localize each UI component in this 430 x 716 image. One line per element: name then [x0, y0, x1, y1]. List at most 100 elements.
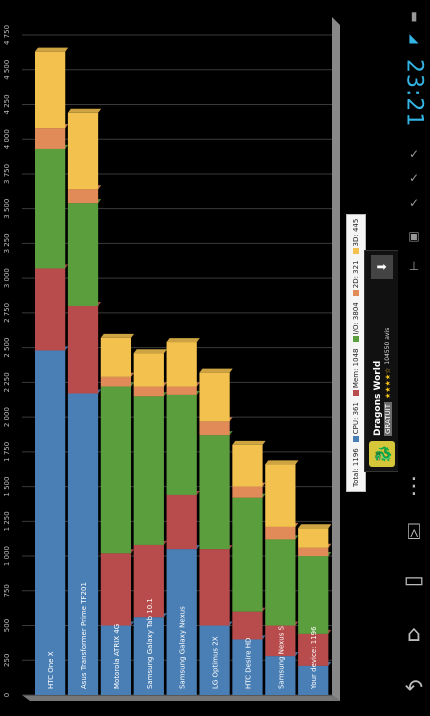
benchmark-chart: 0 250 500 750 1 000 1 250 1 500 1 750 2 000 2 250…: [3, 15, 340, 701]
bar-segment-3d: [35, 51, 66, 129]
y-tick-label: 3 000: [3, 268, 11, 288]
ad-reviews: 104550 avis: [384, 327, 391, 365]
bar-segment-bevel: [133, 349, 167, 354]
category-label: Samsung Galaxy Tab 10.1: [146, 598, 154, 689]
bar-segment-2d: [166, 386, 197, 395]
bar-segment-bevel: [35, 47, 69, 52]
y-tick-label: 1 750: [3, 442, 11, 462]
legend-label: 2D: 321: [352, 260, 360, 289]
y-tick-label: 4 250: [3, 94, 11, 114]
bar-segment-cpu: [199, 625, 230, 695]
bar-segment-mem: [100, 553, 132, 626]
category-label: Motorola ATRIX 4G: [113, 624, 121, 689]
bar-segment-io: [166, 394, 197, 495]
plot-right-wall: [332, 17, 340, 701]
bar-segment-bevel: [100, 333, 135, 338]
bar-segment-bevel: [265, 460, 299, 465]
bar-segment-2d: [67, 189, 99, 204]
bar-segment-3d: [133, 353, 164, 387]
ad-title: Dragons World: [372, 360, 383, 436]
bar-segment-3d: [232, 444, 263, 487]
bar-segment-2d: [232, 486, 263, 498]
y-tick-label: 1 500: [3, 477, 11, 497]
ad-banner[interactable]: 🐉 Dragons World GRATUIT ★★★★☆ 104550 avi…: [364, 250, 400, 472]
bar-segment-mem: [298, 633, 329, 666]
legend-item: I/O: 3804: [352, 302, 360, 343]
bar-segment-2d: [100, 376, 132, 387]
notification-icon-2: ✓: [408, 171, 420, 185]
bar-segment-cpu: [67, 393, 99, 695]
bar-segment-cpu: [133, 617, 164, 695]
category-label: Samsung Galaxy Nexus: [179, 606, 187, 689]
plot-floor: [22, 695, 340, 701]
screenshot-icon[interactable]: ⍓: [407, 519, 421, 545]
y-tick-label: 2 750: [3, 303, 11, 323]
wifi-icon: ◣: [409, 31, 419, 45]
y-tick-label: 2 250: [3, 372, 11, 392]
recents-icon[interactable]: ▭: [403, 567, 425, 593]
y-tick-label: 2 000: [3, 407, 11, 427]
category-label: Samsung Nexus S: [277, 625, 285, 689]
y-tick-label: 3 750: [3, 164, 11, 184]
bar-segment-mem: [232, 611, 263, 640]
legend-swatch: [353, 390, 359, 397]
download-icon[interactable]: ⬇: [371, 255, 393, 279]
bar-segment-2d: [133, 386, 164, 397]
legend-label: Mem: 1048: [352, 348, 360, 389]
y-tick-label: 0: [3, 693, 11, 697]
bar-segment-io: [199, 435, 230, 550]
chart-legend: Total: 1196 CPU: 361 Mem: 1048 I/O: 3804 2D…: [346, 214, 366, 492]
download-status-icon: ⊥: [408, 259, 420, 273]
bar-segment-cpu: [100, 625, 132, 695]
bar-segment-mem: [35, 268, 66, 351]
bar-segment-io: [35, 148, 66, 269]
menu-icon[interactable]: ⋮: [403, 473, 425, 499]
y-tick-label: 3 500: [3, 199, 11, 219]
bar-segment-3d: [199, 372, 230, 422]
bar-segment-2d: [199, 421, 230, 436]
y-tick-label: 750: [3, 584, 11, 597]
bar-segment-mem: [166, 494, 197, 550]
bar-segment-2d: [35, 128, 66, 149]
y-tick-label: 3 250: [3, 233, 11, 253]
category-label: HTC Desire HD: [244, 638, 252, 689]
y-tick-label: 250: [3, 654, 11, 667]
ad-stars: ★★★★☆: [383, 367, 392, 399]
category-label: HTC One X: [47, 651, 55, 689]
legend-item: CPU: 361: [352, 402, 360, 443]
bar-segment-3d: [67, 112, 99, 190]
bar-segment-cpu: [35, 350, 66, 695]
dragon-icon: 🐉: [369, 441, 395, 467]
navigation-bar: [398, 0, 430, 716]
bar-segment-io: [265, 539, 296, 626]
ad-badge: GRATUIT: [383, 402, 392, 436]
bar-segment-cpu: [298, 665, 329, 695]
bar-segment-io: [298, 556, 329, 634]
legend-swatch: [353, 248, 359, 255]
y-tick-label: 2 500: [3, 338, 11, 358]
bar-segment-io: [100, 386, 132, 554]
legend-swatch: [353, 436, 359, 443]
legend-item: 2D: 321: [352, 260, 360, 297]
y-tick-label: 4 750: [3, 25, 11, 45]
legend-item: 3D: 445: [352, 219, 360, 255]
notification-icon-3: ✓: [408, 196, 420, 210]
legend-swatch: [353, 290, 359, 297]
back-icon[interactable]: ↶: [404, 675, 424, 701]
bar-segment-mem: [265, 625, 296, 657]
y-tick-label: 500: [3, 619, 11, 632]
bar-segment-io: [67, 203, 99, 306]
category-label: Your device: 1196: [310, 626, 318, 690]
y-tick-label: 1 000: [3, 546, 11, 566]
y-tick-label: 1 250: [3, 511, 11, 531]
image-icon: ▣: [408, 229, 420, 243]
bar-segment-cpu: [265, 656, 296, 695]
bar-segment-mem: [133, 544, 164, 618]
bar-segment-3d: [298, 528, 329, 548]
home-icon[interactable]: ⌂: [407, 621, 421, 647]
y-tick-label: 4 000: [3, 129, 11, 149]
legend-label: 3D: 445: [352, 218, 360, 247]
bar-segment-2d: [265, 526, 296, 540]
bar-segment-bevel: [298, 524, 332, 529]
bar-segment-3d: [166, 342, 197, 387]
